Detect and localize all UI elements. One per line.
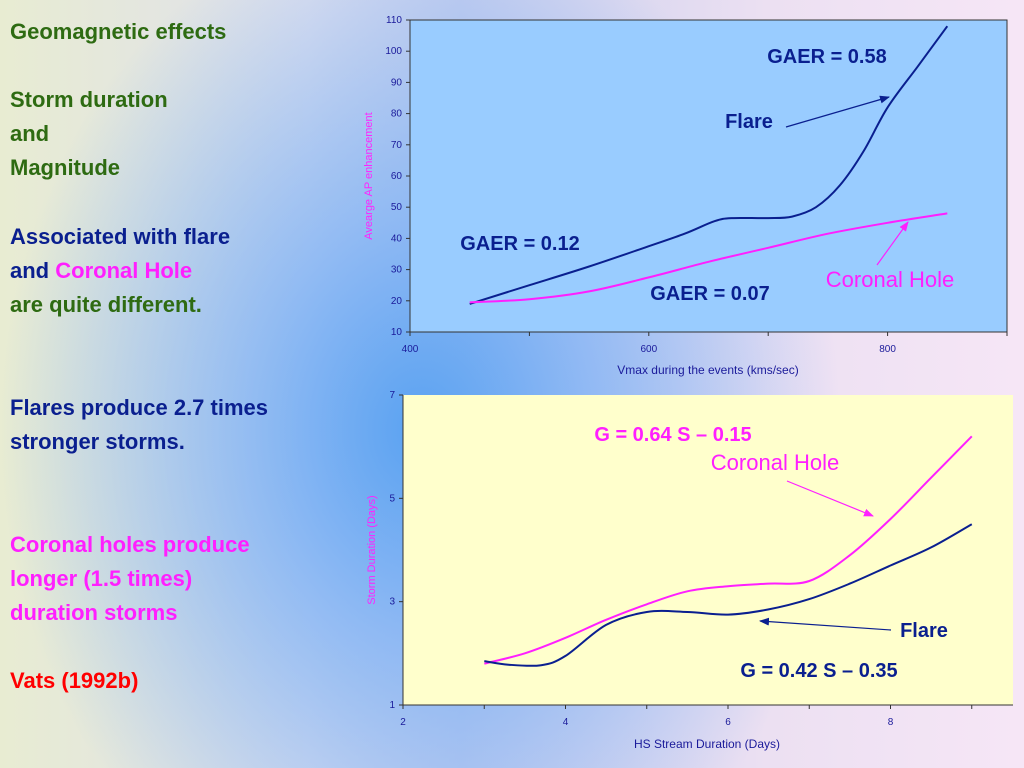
storm-line-3: Magnitude xyxy=(10,155,120,180)
bottom-series-coronal-hole xyxy=(484,435,973,665)
assoc-coronal-hole: Coronal Hole xyxy=(55,258,193,283)
coronal-line-2: longer (1.5 times) xyxy=(10,566,193,591)
coronal-line-1: Coronal holes produce xyxy=(10,532,250,557)
flares-line-1: Flares produce 2.7 times xyxy=(10,395,268,420)
top-series xyxy=(469,25,949,305)
top-coronal-arrow xyxy=(876,221,909,266)
top-x-tick-label: 400 xyxy=(402,344,419,355)
top-x-tick-label: 600 xyxy=(640,344,657,355)
bottom-flare-arrow xyxy=(759,617,892,631)
top-y-tick-label: 20 xyxy=(391,296,403,307)
top-y-tick-label: 100 xyxy=(385,46,402,57)
top-annotation-coronal-hole: Coronal Hole xyxy=(826,267,954,292)
bottom-plot-area xyxy=(403,395,1013,705)
top-y-tick-label: 10 xyxy=(391,327,403,338)
bottom-annotation-eq-flare: G = 0.42 S – 0.35 xyxy=(740,660,897,682)
bottom-x-tick-label: 6 xyxy=(725,717,731,728)
storm-line-1: Storm duration xyxy=(10,87,168,112)
top-y-tick-label: 50 xyxy=(391,202,403,213)
bottom-x-tick-label: 8 xyxy=(888,717,894,728)
top-y-axis-label: Avearge AP enhancement xyxy=(363,112,375,239)
top-flare-arrow xyxy=(785,95,890,128)
top-y-tick-label: 40 xyxy=(391,233,403,244)
reference: Vats (1992b) xyxy=(10,668,139,693)
bottom-annotation-eq-coronal: G = 0.64 S – 0.15 xyxy=(594,424,751,446)
top-series-flare xyxy=(469,25,949,305)
top-y-tick-label: 90 xyxy=(391,77,403,88)
top-plot-area xyxy=(409,19,1008,333)
bottom-series-flare xyxy=(484,523,973,667)
top-axis-ticks: 400 600 800 10 20 30 40 50 60 70 80 90 100 110 xyxy=(385,15,1008,355)
assoc-line-3: are quite different. xyxy=(10,292,202,317)
bottom-annotation-coronal-hole: Coronal Hole xyxy=(711,450,839,475)
top-series-coronal-hole xyxy=(469,212,948,304)
bottom-axis-ticks: 2 4 6 8 1 3 5 7 xyxy=(389,390,973,728)
top-y-tick-label: 60 xyxy=(391,171,403,182)
bottom-y-tick-label: 3 xyxy=(389,597,395,608)
bottom-y-axis-label: Storm Duration (Days) xyxy=(366,495,378,604)
assoc-line-1: Associated with flare xyxy=(10,224,231,249)
bottom-coronal-arrow xyxy=(786,480,874,517)
top-y-tick-label: 30 xyxy=(391,265,403,276)
bottom-y-tick-label: 1 xyxy=(389,700,395,711)
top-y-tick-label: 110 xyxy=(386,15,402,26)
top-annotation-flare: Flare xyxy=(725,111,773,133)
top-annotation-gaer-012: GAER = 0.12 xyxy=(460,233,580,255)
bottom-x-tick-label: 2 xyxy=(400,717,406,728)
bottom-series xyxy=(484,435,973,667)
bottom-annotation-flare: Flare xyxy=(900,620,948,642)
bottom-y-tick-label: 5 xyxy=(389,493,395,504)
bottom-y-tick-label: 7 xyxy=(389,390,395,401)
assoc-line-2: and Coronal Hole xyxy=(10,254,192,288)
flares-line-2: stronger storms. xyxy=(10,429,185,454)
top-x-axis-label: Vmax during the events (kms/sec) xyxy=(617,363,798,377)
top-annotation-gaer-007: GAER = 0.07 xyxy=(650,283,770,305)
top-x-tick-label: 800 xyxy=(879,344,896,355)
bottom-x-axis-label: HS Stream Duration (Days) xyxy=(634,737,780,751)
top-annotation-gaer-058: GAER = 0.58 xyxy=(767,46,887,68)
heading-geomagnetic: Geomagnetic effects xyxy=(10,19,227,44)
assoc-and: and xyxy=(10,258,50,283)
bottom-x-tick-label: 4 xyxy=(563,717,569,728)
top-y-tick-label: 70 xyxy=(391,140,403,151)
storm-line-2: and xyxy=(10,121,50,146)
coronal-line-3: duration storms xyxy=(10,600,178,625)
top-y-tick-label: 80 xyxy=(391,109,403,120)
